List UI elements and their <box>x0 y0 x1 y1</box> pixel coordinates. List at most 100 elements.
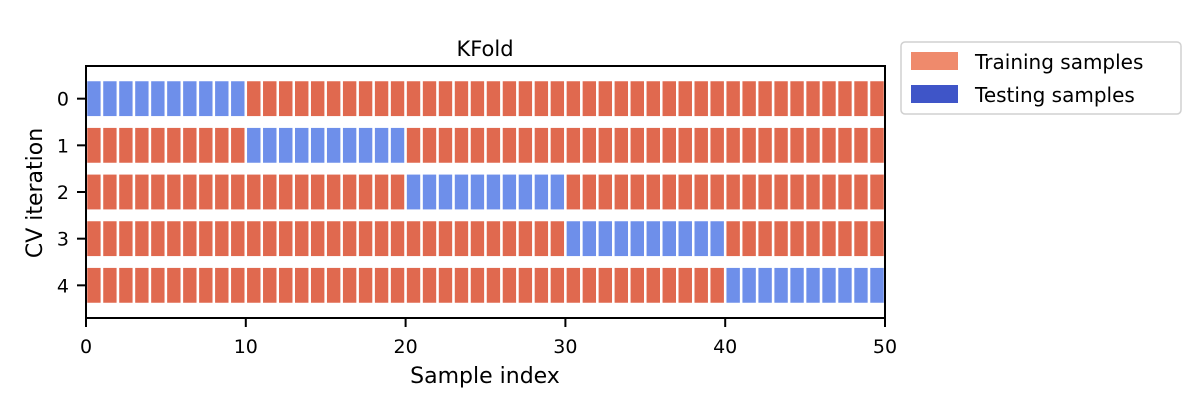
training-sample-cell <box>723 172 743 212</box>
training-sample-cell <box>739 125 759 166</box>
training-sample-cell <box>420 265 439 306</box>
training-sample-cell <box>180 218 200 259</box>
training-sample-cell <box>132 172 152 212</box>
training-sample-cell <box>707 125 727 166</box>
plot-area <box>84 78 887 306</box>
training-sample-cell <box>404 125 423 166</box>
training-sample-cell <box>771 78 791 119</box>
training-sample-cell <box>228 265 248 306</box>
training-sample-cell <box>803 78 823 119</box>
training-sample-cell <box>292 172 311 212</box>
testing-sample-cell <box>691 218 711 259</box>
training-sample-cell <box>468 265 487 306</box>
chart-title: KFold <box>456 37 513 61</box>
training-sample-cell <box>404 218 423 259</box>
training-sample-cell <box>564 125 583 166</box>
training-sample-cell <box>420 218 439 259</box>
testing-sample-cell <box>356 125 375 166</box>
training-sample-cell <box>84 218 104 259</box>
y-axis: 0 1 2 3 4 <box>57 89 86 297</box>
training-sample-cell <box>100 125 120 166</box>
testing-sample-cell <box>500 172 519 212</box>
training-sample-cell <box>612 172 631 212</box>
testing-sample-cell <box>292 125 311 166</box>
training-sample-cell <box>723 125 743 166</box>
y-tick-label: 1 <box>57 135 69 157</box>
training-sample-cell <box>516 265 535 306</box>
training-sample-cell <box>835 125 855 166</box>
training-sample-cell <box>676 172 695 212</box>
training-sample-cell <box>228 218 248 259</box>
training-sample-cell <box>356 78 375 119</box>
training-sample-cell <box>308 218 327 259</box>
training-sample-cell <box>867 78 887 119</box>
training-sample-cell <box>244 78 264 119</box>
testing-sample-cell <box>244 125 264 166</box>
testing-sample-cell <box>180 78 200 119</box>
training-sample-cell <box>244 218 264 259</box>
testing-sample-cell <box>596 218 615 259</box>
training-sample-cell <box>148 172 168 212</box>
training-sample-cell <box>644 78 663 119</box>
training-sample-cell <box>276 265 295 306</box>
training-sample-cell <box>835 172 855 212</box>
training-sample-cell <box>404 265 423 306</box>
training-sample-cell <box>660 125 679 166</box>
testing-sample-cell <box>340 125 359 166</box>
training-sample-cell <box>212 125 232 166</box>
training-sample-cell <box>739 78 759 119</box>
training-sample-cell <box>596 265 615 306</box>
testing-sample-cell <box>755 265 775 306</box>
training-sample-cell <box>196 265 216 306</box>
training-sample-cell <box>819 218 839 259</box>
y-tick-label: 3 <box>57 229 69 251</box>
training-sample-cell <box>100 172 120 212</box>
training-sample-cell <box>596 125 615 166</box>
testing-sample-cell <box>436 172 455 212</box>
training-sample-cell <box>787 172 807 212</box>
training-sample-cell <box>436 125 455 166</box>
training-sample-cell <box>468 218 487 259</box>
training-sample-cell <box>803 172 823 212</box>
training-sample-cell <box>228 125 248 166</box>
training-sample-cell <box>164 218 184 259</box>
training-sample-cell <box>180 172 200 212</box>
training-sample-cell <box>292 265 311 306</box>
training-sample-cell <box>787 125 807 166</box>
training-sample-cell <box>468 125 487 166</box>
training-sample-cell <box>851 125 871 166</box>
training-sample-cell <box>308 78 327 119</box>
training-sample-cell <box>388 78 407 119</box>
testing-sample-cell <box>867 265 887 306</box>
training-sample-cell <box>500 265 519 306</box>
testing-sample-cell <box>196 78 216 119</box>
training-sample-cell <box>819 172 839 212</box>
training-sample-cell <box>452 125 471 166</box>
x-tick-label: 40 <box>713 336 737 358</box>
training-sample-cell <box>340 172 359 212</box>
training-sample-cell <box>356 172 375 212</box>
training-sample-cell <box>452 78 471 119</box>
training-sample-cell <box>644 172 663 212</box>
training-sample-cell <box>132 265 152 306</box>
training-sample-cell <box>628 78 647 119</box>
training-sample-cell <box>580 265 599 306</box>
legend-label-training: Training samples <box>974 50 1143 74</box>
training-sample-cell <box>835 78 855 119</box>
y-axis-label: CV iteration <box>23 128 48 258</box>
training-sample-cell <box>324 78 343 119</box>
training-sample-cell <box>867 172 887 212</box>
testing-sample-cell <box>452 172 471 212</box>
training-sample-cell <box>851 172 871 212</box>
training-sample-cell <box>260 172 280 212</box>
training-sample-cell <box>116 125 136 166</box>
training-sample-cell <box>771 218 791 259</box>
training-sample-cell <box>260 218 280 259</box>
training-sample-cell <box>660 172 679 212</box>
x-tick-label: 10 <box>234 336 258 358</box>
training-sample-cell <box>148 125 168 166</box>
training-sample-cell <box>771 125 791 166</box>
testing-sample-cell <box>468 172 487 212</box>
training-sample-cell <box>372 78 391 119</box>
